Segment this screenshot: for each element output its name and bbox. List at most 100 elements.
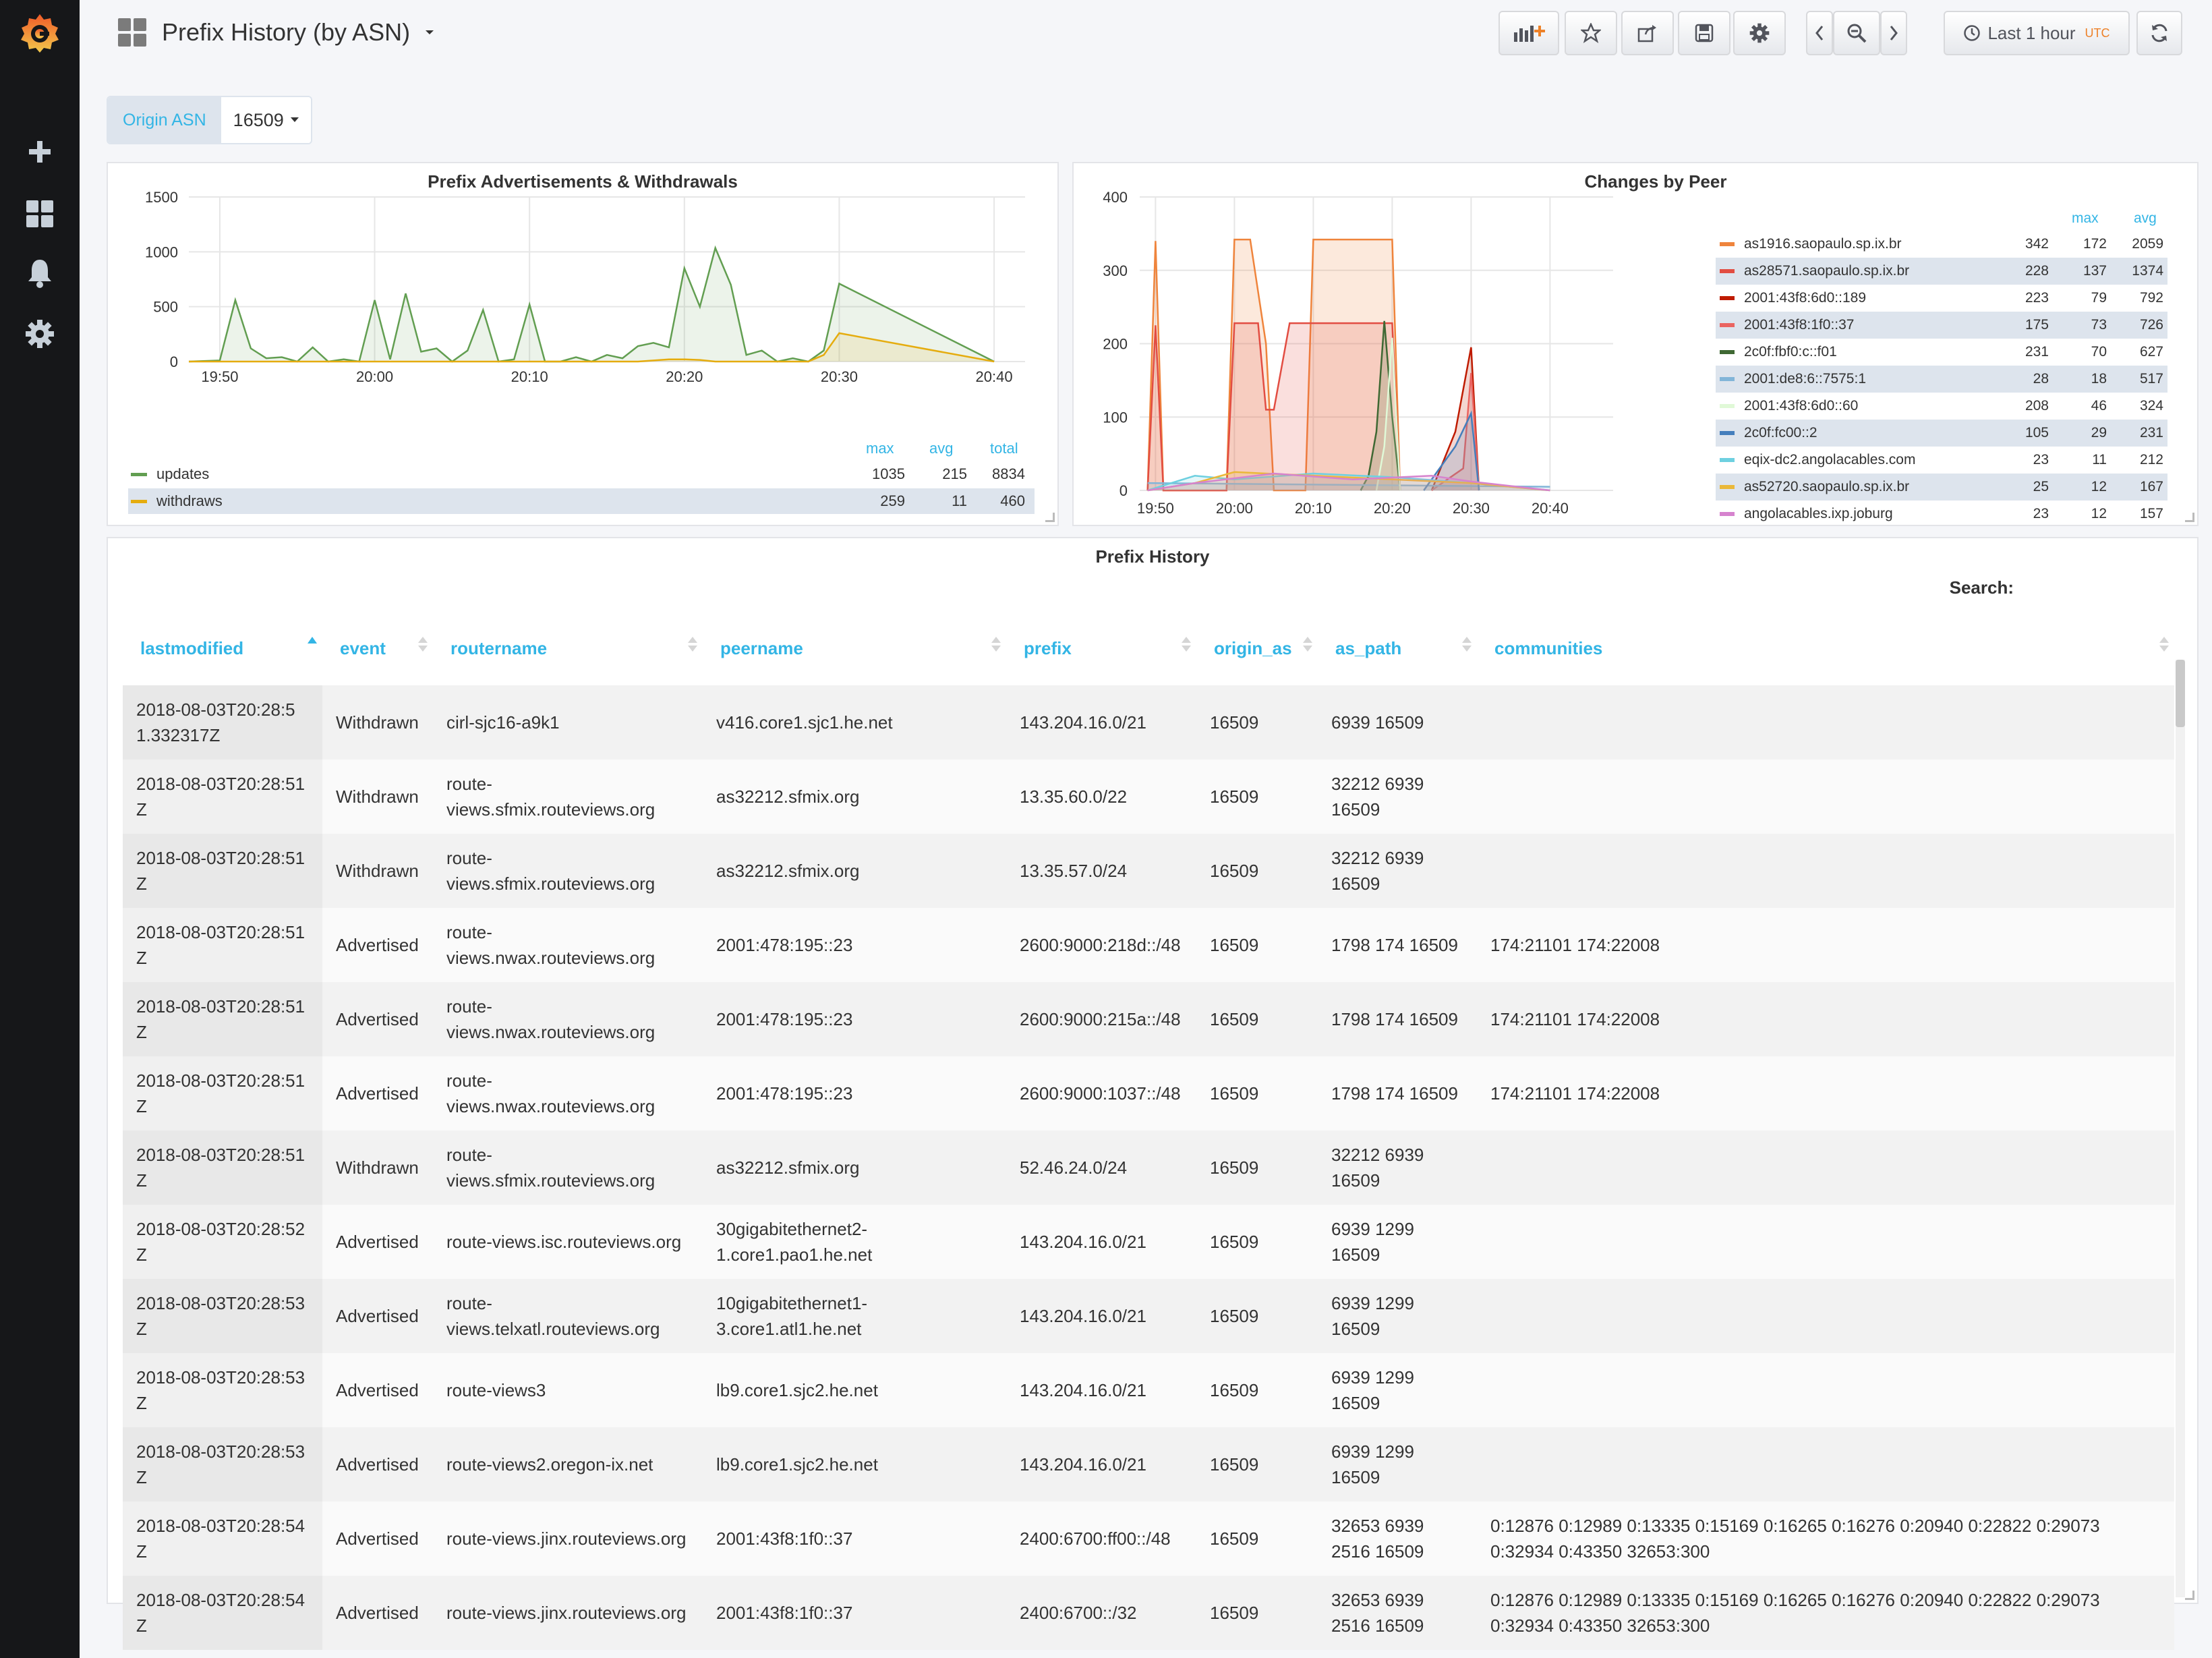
table-row[interactable]: 2018-08-03T20:28:51Z Withdrawn route-views… bbox=[123, 760, 2174, 834]
table-row[interactable]: 2018-08-03T20:28:54Z Advertised route-view… bbox=[123, 1576, 2174, 1650]
panel-title[interactable]: Prefix History bbox=[1095, 546, 1210, 567]
legend-item-withdraws[interactable]: withdraws 259 11 460 bbox=[128, 488, 1035, 514]
cell-communities bbox=[1477, 685, 2174, 760]
column-header-origin-as[interactable]: origin_as bbox=[1196, 611, 1318, 685]
panel-resize-handle[interactable] bbox=[2185, 513, 2194, 522]
cell-communities bbox=[1477, 1205, 2174, 1279]
cell-lastmodified: 2018-08-03T20:28:54Z bbox=[123, 1576, 322, 1650]
column-header-prefix[interactable]: prefix bbox=[1006, 611, 1196, 685]
table-row[interactable]: 2018-08-03T20:28:54Z Advertised route-view… bbox=[123, 1502, 2174, 1576]
variable-value-dropdown[interactable]: 16509 bbox=[221, 97, 311, 143]
legend-header-avg[interactable]: avg bbox=[2134, 210, 2157, 226]
table-row[interactable]: 2018-08-03T20:28:53Z Advertised route-view… bbox=[123, 1279, 2174, 1353]
settings-gear-icon[interactable] bbox=[0, 304, 80, 364]
plus-icon[interactable] bbox=[0, 121, 80, 182]
column-header-event[interactable]: event bbox=[322, 611, 433, 685]
y-tick-label: 0 bbox=[1119, 482, 1128, 499]
column-header-as-path[interactable]: as_path bbox=[1318, 611, 1477, 685]
table-row[interactable]: 2018-08-03T20:28:51Z Withdrawn route-views… bbox=[123, 1131, 2174, 1205]
cell-lastmodified: 2018-08-03T20:28:51Z bbox=[123, 1131, 322, 1205]
table-row[interactable]: 2018-08-03T20:28:51Z Advertised route-view… bbox=[123, 1056, 2174, 1131]
legend-item-peer[interactable]: 2c0f:fbf0:c::f01 231 70 627 bbox=[1716, 339, 2167, 366]
legend-item-updates[interactable]: updates 1035 215 8834 bbox=[128, 461, 1035, 487]
legend-avg: 11 bbox=[2092, 452, 2107, 467]
y-tick-label: 200 bbox=[1103, 336, 1128, 353]
x-tick-label: 20:10 bbox=[1295, 500, 1332, 514]
dashboards-icon[interactable] bbox=[0, 183, 80, 244]
column-header-routername[interactable]: routername bbox=[433, 611, 703, 685]
legend-total: 1374 bbox=[2132, 263, 2163, 279]
panel-resize-handle[interactable] bbox=[2185, 1591, 2194, 1600]
legend-swatch bbox=[1720, 512, 1735, 516]
legend-max: 1035 bbox=[872, 465, 905, 482]
legend-item-peer[interactable]: 2001:de8:6::7575:1 28 18 517 bbox=[1716, 366, 2167, 393]
alerts-bell-icon[interactable] bbox=[0, 243, 80, 304]
legend-header-max[interactable]: max bbox=[2072, 210, 2099, 226]
time-shift-back-button[interactable] bbox=[1806, 11, 1833, 55]
legend-item-peer[interactable]: angolacables.ixp.joburg 23 12 157 bbox=[1716, 501, 2167, 527]
table-row[interactable]: 2018-08-03T20:28:51Z Advertised route-view… bbox=[123, 908, 2174, 982]
cell-as-path: 1798 174 16509 bbox=[1318, 982, 1477, 1056]
legend-series-name: 2c0f:fc00::2 bbox=[1744, 425, 1817, 440]
chevron-right-icon bbox=[1890, 26, 1898, 40]
share-dashboard-button[interactable] bbox=[1621, 11, 1674, 55]
dashboard-picker[interactable]: Prefix History (by ASN) bbox=[117, 15, 434, 50]
column-header-peername[interactable]: peername bbox=[703, 611, 1006, 685]
table-row[interactable]: 2018-08-03T20:28:52Z Advertised route-view… bbox=[123, 1205, 2174, 1279]
cell-routername: route-views.nwax.routeviews.org bbox=[433, 908, 703, 982]
column-label: routername bbox=[450, 637, 548, 658]
dashboard-settings-button[interactable] bbox=[1733, 11, 1786, 55]
time-shift-forward-button[interactable] bbox=[1880, 11, 1907, 55]
column-label: origin_as bbox=[1214, 637, 1292, 658]
legend-max: 25 bbox=[2033, 479, 2049, 494]
panel-title[interactable]: Changes by Peer bbox=[1584, 171, 1727, 192]
legend-avg: 18 bbox=[2091, 371, 2107, 387]
table-row[interactable]: 2018-08-03T20:28:51.332317Z Withdrawn cirl… bbox=[123, 685, 2174, 760]
table-row[interactable]: 2018-08-03T20:28:53Z Advertised route-view… bbox=[123, 1427, 2174, 1502]
add-panel-icon bbox=[1514, 26, 1545, 42]
column-header-lastmodified[interactable]: lastmodified bbox=[123, 611, 322, 685]
scrollbar-thumb[interactable] bbox=[2176, 660, 2185, 727]
table-row[interactable]: 2018-08-03T20:28:51Z Advertised route-view… bbox=[123, 982, 2174, 1056]
panel-title[interactable]: Prefix Advertisements & Withdrawals bbox=[428, 171, 738, 192]
grafana-logo-icon[interactable] bbox=[0, 3, 80, 63]
legend-swatch bbox=[1720, 296, 1735, 300]
legend-header-total: total bbox=[990, 440, 1018, 457]
column-header-communities[interactable]: communities bbox=[1477, 611, 2174, 685]
legend-total: 157 bbox=[2139, 506, 2163, 521]
legend-avg: 11 bbox=[952, 492, 967, 509]
legend-avg: 73 bbox=[2091, 317, 2107, 333]
star-dashboard-button[interactable] bbox=[1565, 11, 1617, 55]
legend-item-peer[interactable]: 2001:43f8:6d0::189 223 79 792 bbox=[1716, 285, 2167, 312]
cell-prefix: 13.35.57.0/24 bbox=[1006, 834, 1196, 908]
cell-peername: lb9.core1.sjc2.he.net bbox=[703, 1353, 1006, 1427]
time-range-picker[interactable]: Last 1 hour UTC bbox=[1944, 11, 2130, 55]
refresh-button[interactable] bbox=[2136, 11, 2182, 55]
cell-lastmodified: 2018-08-03T20:28:51.332317Z bbox=[123, 685, 322, 760]
legend-item-peer[interactable]: eqix-dc2.angolacables.com 23 11 212 bbox=[1716, 447, 2167, 474]
dashboard-title[interactable]: Prefix History (by ASN) bbox=[162, 18, 411, 46]
legend-total: 2059 bbox=[2132, 236, 2163, 252]
legend-item-peer[interactable]: as52720.saopaulo.sp.ix.br 25 12 167 bbox=[1716, 474, 2167, 501]
zoom-out-button[interactable] bbox=[1833, 11, 1880, 55]
panel-resize-handle[interactable] bbox=[1045, 513, 1055, 522]
legend-series-name: angolacables.ixp.joburg bbox=[1744, 506, 1893, 521]
legend-item-peer[interactable]: as28571.saopaulo.sp.ix.br 228 137 1374 bbox=[1716, 258, 2167, 285]
legend-item-peer[interactable]: 2c0f:fc00::2 105 29 231 bbox=[1716, 420, 2167, 447]
cell-routername: route-views.jinx.routeviews.org bbox=[433, 1502, 703, 1576]
cell-lastmodified: 2018-08-03T20:28:54Z bbox=[123, 1502, 322, 1576]
legend-series-name: as52720.saopaulo.sp.ix.br bbox=[1744, 479, 1910, 494]
table-scrollbar[interactable] bbox=[2176, 660, 2185, 1597]
cell-origin-as: 16509 bbox=[1196, 908, 1318, 982]
legend-swatch bbox=[1720, 404, 1735, 408]
save-dashboard-button[interactable] bbox=[1678, 11, 1730, 55]
legend-item-peer[interactable]: 2001:43f8:6d0::60 208 46 324 bbox=[1716, 393, 2167, 420]
changes-by-peer-chart: 0 100 200 300 400 19:50 20:00 20:10 20:20 20:30 20… bbox=[1103, 190, 1613, 514]
add-panel-button[interactable] bbox=[1498, 11, 1559, 55]
legend-item-peer[interactable]: as1916.saopaulo.sp.ix.br 342 172 2059 bbox=[1716, 231, 2167, 258]
legend-item-peer[interactable]: 2001:43f8:1f0::37 175 73 726 bbox=[1716, 312, 2167, 339]
table-row[interactable]: 2018-08-03T20:28:53Z Advertised route-view… bbox=[123, 1353, 2174, 1427]
graph-panel-changes-by-peer: Changes by Peer 0 100 200 300 400 19:50 20:00 2… bbox=[1072, 162, 2199, 526]
series-line-withdraws bbox=[189, 332, 995, 363]
table-row[interactable]: 2018-08-03T20:28:51Z Withdrawn route-views… bbox=[123, 834, 2174, 908]
